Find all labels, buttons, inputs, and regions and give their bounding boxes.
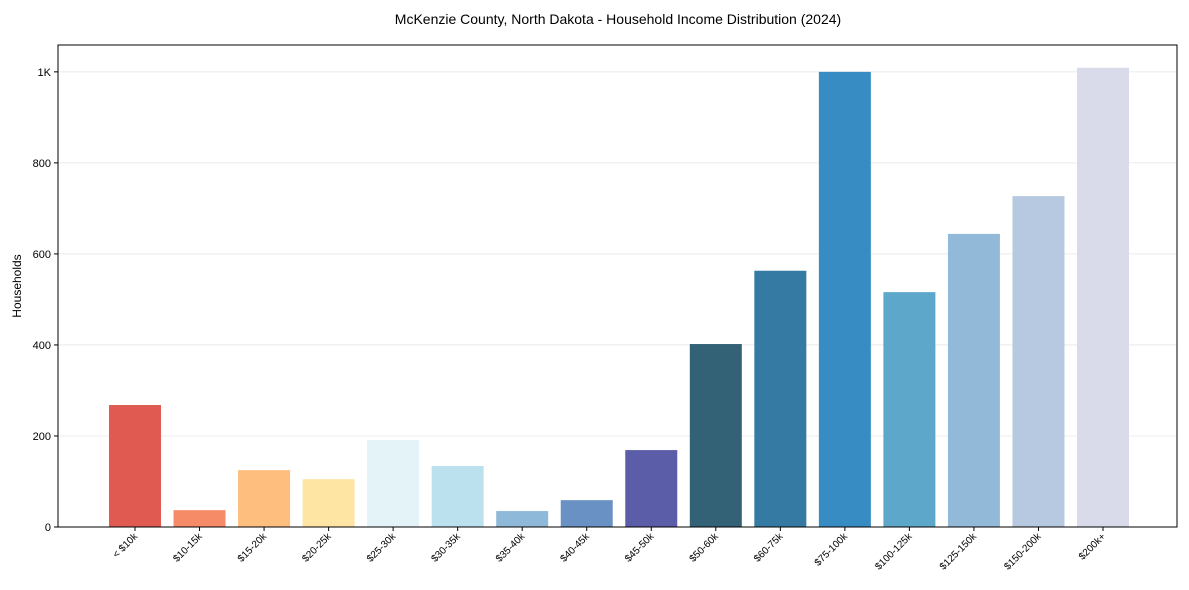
bar [883, 292, 936, 527]
bar [754, 270, 807, 527]
y-tick-label: 0 [45, 522, 51, 534]
bar [367, 440, 420, 527]
x-tick-label: < $10k [111, 531, 141, 561]
x-tick-label: $45-50k [623, 531, 657, 565]
bar [947, 233, 1000, 527]
x-tick-label: $25-30k [365, 531, 399, 565]
plot-frame [57, 44, 1178, 528]
bar [1012, 196, 1065, 528]
x-tick-label: $75-100k [813, 531, 851, 569]
bar [689, 344, 742, 527]
bar [496, 511, 549, 527]
chart-title: McKenzie County, North Dakota - Househol… [395, 11, 841, 27]
bar [1077, 67, 1129, 527]
bar [238, 470, 291, 527]
x-tick-label: $30-35k [429, 531, 463, 565]
bar [431, 466, 484, 527]
bar [625, 450, 678, 527]
x-tick-label: $125-150k [938, 531, 980, 573]
y-tick-label: 800 [33, 158, 51, 170]
y-axis-label: Households [10, 254, 24, 317]
x-tick-label: $150-200k [1002, 531, 1044, 573]
y-tick-label: 400 [33, 340, 51, 352]
x-tick-label: $15-20k [236, 531, 270, 565]
bar [818, 71, 871, 527]
x-tick-label: $60-75k [752, 531, 786, 565]
x-tick-label: $200k+ [1077, 531, 1108, 562]
bar [302, 479, 355, 527]
x-tick-label: $10-15k [171, 531, 205, 565]
bar [109, 405, 161, 527]
x-tick-label: $20-25k [300, 531, 334, 565]
x-tick-label: $40-45k [559, 531, 593, 565]
y-tick-label: 1K [38, 67, 52, 79]
bar [560, 500, 613, 527]
y-tick-label: 600 [33, 249, 51, 261]
x-tick-label: $100-125k [873, 531, 915, 573]
bar [173, 510, 226, 527]
x-tick-label: $50-60k [688, 531, 722, 565]
y-tick-label: 200 [33, 431, 51, 443]
x-tick-label: $35-40k [494, 531, 528, 565]
